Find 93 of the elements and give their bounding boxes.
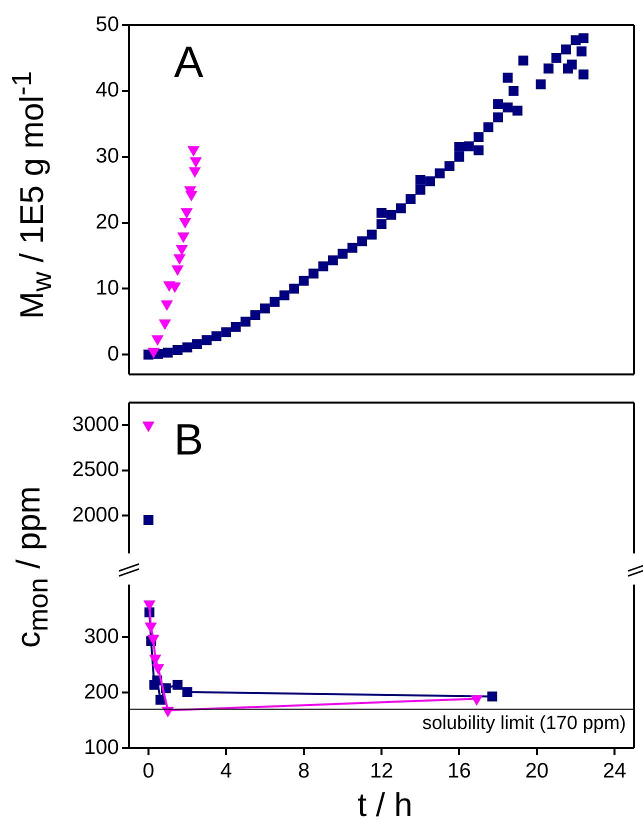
point [425,176,436,186]
point [474,132,484,142]
y-tick-label: 2000 [72,503,119,526]
annotation: A [174,38,204,88]
point [308,268,318,278]
point [270,296,280,307]
ref-line-label: solubility limit (170 ppm) [422,712,626,734]
point [493,112,503,122]
point [147,634,160,646]
point [454,152,464,162]
x-tick-label: 20 [525,759,549,782]
x-tick-label: 8 [298,759,310,782]
point [415,174,426,185]
y-tick-label: 30 [96,144,119,168]
point [536,79,546,90]
x-tick-label: 0 [142,759,154,782]
y-tick-label: 0 [107,342,119,366]
point [508,86,519,96]
point [176,244,188,256]
point [386,210,396,220]
point [221,327,232,338]
point [143,600,156,611]
point [493,99,503,110]
point [366,230,377,240]
point [240,316,250,327]
point [144,622,157,634]
point [444,161,454,172]
point [551,53,562,63]
y-tick-label: 10 [96,276,119,300]
point [474,145,484,156]
y-tick-label: 100 [84,736,119,759]
point [576,46,587,56]
x-tick-label: 16 [448,759,471,782]
point [454,142,464,152]
point [182,342,192,352]
point [162,348,173,358]
point [279,290,290,300]
point [211,331,222,342]
point [160,300,173,311]
point [376,219,386,230]
point [434,168,445,178]
point [512,106,522,116]
point [318,261,328,272]
point [328,255,338,266]
point [172,680,183,690]
point [230,322,241,332]
point [250,310,260,320]
point [173,254,186,265]
point [487,692,498,702]
point [289,284,300,294]
point [202,335,212,346]
point [192,339,202,350]
annotation: B [174,416,204,465]
point [172,345,183,355]
point [338,248,348,259]
point [483,122,494,132]
point [179,218,192,228]
point [182,687,192,698]
x-axis-title: t / h [357,786,413,824]
point [152,664,164,675]
y-tick-label: 50 [96,12,119,36]
point [578,69,588,80]
point [561,44,571,54]
y-tick-label: 20 [96,210,119,234]
point [502,102,513,112]
y-tick-label: 300 [84,625,119,648]
point [406,194,416,204]
y-tick-label: 200 [84,680,119,704]
y-tick-label: 40 [96,78,119,102]
point [260,304,270,314]
point [158,319,171,330]
point [177,232,190,243]
y-tick-label: 3000 [72,412,119,436]
point [464,141,474,152]
point [566,60,577,70]
point [518,56,528,66]
x-tick-label: 12 [370,759,394,782]
point [544,64,554,74]
point [357,236,368,246]
point [502,72,513,83]
y-tick-label: 2500 [72,458,119,482]
point [149,654,162,666]
point [148,348,160,358]
point [171,265,184,276]
point [415,184,426,195]
point [376,208,386,218]
point [347,242,358,253]
x-tick-label: 24 [602,759,627,782]
point [396,203,406,214]
point [578,33,588,44]
point [151,335,164,346]
point [298,276,309,286]
x-tick-label: 4 [220,759,232,782]
